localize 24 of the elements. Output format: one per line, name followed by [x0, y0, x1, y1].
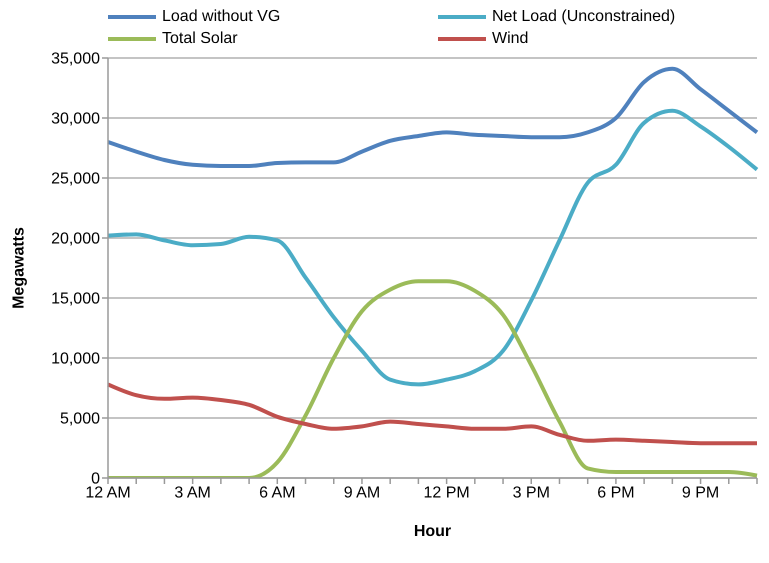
- x-tick-label: 9 AM: [344, 484, 380, 502]
- x-tick-label: 6 PM: [597, 484, 635, 502]
- x-axis-title: Hour: [414, 523, 452, 540]
- x-tick-label: 3 AM: [174, 484, 211, 502]
- y-tick-label: 30,000: [51, 110, 100, 128]
- y-axis-title: Megawatts: [10, 227, 28, 309]
- y-tick-label: 10,000: [51, 350, 100, 368]
- legend-label: Net Load (Unconstrained): [492, 8, 676, 26]
- legend-label: Total Solar: [162, 30, 238, 48]
- line-series: [106, 382, 759, 446]
- y-tick-label: 15,000: [51, 290, 100, 308]
- x-tick-label: 3 PM: [512, 484, 550, 502]
- x-tick-label: 12 AM: [85, 484, 131, 502]
- y-tick-label: 20,000: [51, 230, 100, 248]
- x-tick-label: 12 PM: [423, 484, 470, 502]
- y-tick-label: 25,000: [51, 170, 100, 188]
- y-tick-label: 35,000: [51, 50, 100, 68]
- line-series: [106, 108, 759, 386]
- legend-label: Load without VG: [162, 8, 280, 26]
- line-series: [106, 66, 759, 168]
- legend-label: Wind: [492, 30, 528, 48]
- y-tick-label: 5,000: [60, 410, 100, 428]
- x-tick-label: 9 PM: [682, 484, 720, 502]
- x-tick-label: 6 AM: [259, 484, 296, 502]
